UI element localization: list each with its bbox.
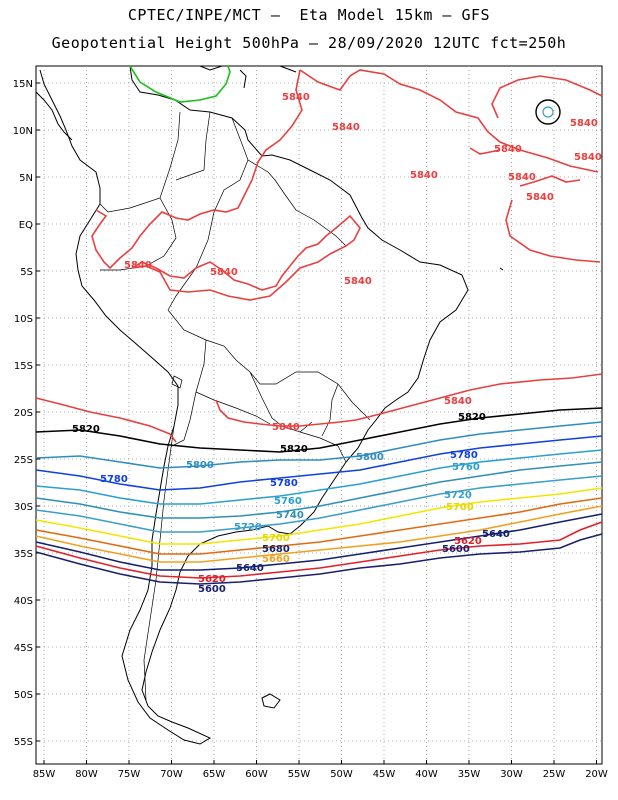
label-5840-south: 5840 bbox=[272, 422, 300, 433]
label-5760: 5760 bbox=[274, 496, 302, 507]
label-5780: 5780 bbox=[100, 474, 128, 485]
axis-ticks: 15N 10N 5N EQ 5S 10S 15S 20S 25S 30S 35S 40S 45S 50S 5… bbox=[13, 79, 608, 780]
lat-tick-label: 50S bbox=[14, 690, 33, 701]
label-5780: 5780 bbox=[270, 478, 298, 489]
label-5700: 5700 bbox=[262, 533, 290, 544]
lat-tick-label: 10N bbox=[13, 126, 33, 137]
contour-5640 bbox=[35, 513, 603, 571]
label-5840: 5840 bbox=[570, 118, 598, 129]
lat-tick-label: 15N bbox=[13, 79, 33, 90]
contour-5880-atlantic-high bbox=[535, 99, 561, 125]
label-5840: 5840 bbox=[508, 172, 536, 183]
label-5840: 5840 bbox=[124, 260, 152, 271]
chart-title: CPTEC/INPE/MCT – Eta Model 15km – GFS bbox=[127, 6, 491, 24]
label-5840: 5840 bbox=[332, 122, 360, 133]
contour-5840-north bbox=[91, 69, 599, 270]
label-5600: 5600 bbox=[442, 544, 470, 555]
contour-5620 bbox=[35, 521, 603, 579]
label-5840: 5840 bbox=[210, 267, 238, 278]
contour-5660 bbox=[35, 505, 603, 563]
lat-tick-label: 5N bbox=[19, 173, 33, 184]
lon-tick-label: 50W bbox=[330, 769, 353, 780]
contour-5900-atlantic-high bbox=[542, 106, 554, 118]
label-5680: 5680 bbox=[262, 544, 290, 555]
label-5820: 5820 bbox=[280, 444, 308, 455]
lon-tick-label: 80W bbox=[75, 769, 98, 780]
contour-5840-amazon bbox=[131, 214, 361, 301]
fernando-noronha bbox=[499, 267, 504, 271]
lon-tick-label: 65W bbox=[203, 769, 226, 780]
label-5820: 5820 bbox=[72, 424, 100, 435]
lon-tick-label: 25W bbox=[543, 769, 566, 780]
caribbean-islands bbox=[199, 65, 297, 89]
label-5840: 5840 bbox=[574, 152, 602, 163]
lon-tick-label: 75W bbox=[118, 769, 141, 780]
lon-tick-label: 70W bbox=[160, 769, 183, 780]
label-5640: 5640 bbox=[236, 563, 264, 574]
lat-tick-label: 35S bbox=[14, 549, 33, 560]
contour-5600 bbox=[35, 533, 603, 585]
label-5660: 5660 bbox=[262, 554, 290, 565]
contour-5720 bbox=[35, 475, 603, 533]
label-5640: 5640 bbox=[482, 529, 510, 540]
lon-tick-label: 45W bbox=[373, 769, 396, 780]
contour-5740 bbox=[35, 461, 603, 519]
contour-5820 bbox=[35, 407, 603, 453]
contour-5880 bbox=[129, 65, 231, 103]
contour-5800 bbox=[35, 421, 603, 469]
lon-tick-label: 55W bbox=[288, 769, 311, 780]
lon-tick-label: 60W bbox=[245, 769, 268, 780]
country-borders bbox=[99, 111, 371, 701]
lon-tick-label: 20W bbox=[585, 769, 608, 780]
label-5840: 5840 bbox=[494, 144, 522, 155]
label-5700: 5700 bbox=[446, 502, 474, 513]
contour-5700 bbox=[35, 487, 603, 545]
chart-subtitle: Geopotential Height 500hPa – 28/09/2020 … bbox=[51, 34, 567, 52]
lake-titicaca bbox=[171, 375, 183, 389]
contours bbox=[35, 65, 603, 585]
lat-lon-grid bbox=[36, 66, 602, 764]
label-5760: 5760 bbox=[452, 462, 480, 473]
label-5620: 5620 bbox=[198, 574, 226, 585]
label-5720: 5720 bbox=[234, 522, 262, 533]
label-5800: 5800 bbox=[186, 460, 214, 471]
label-5820: 5820 bbox=[458, 412, 486, 423]
label-5740: 5740 bbox=[276, 510, 304, 521]
label-5840: 5840 bbox=[344, 276, 372, 287]
contour-5680 bbox=[35, 497, 603, 555]
contour-5840-south bbox=[35, 373, 603, 443]
lon-tick-label: 35W bbox=[458, 769, 481, 780]
label-5840: 5840 bbox=[526, 192, 554, 203]
lat-tick-label: 10S bbox=[14, 314, 33, 325]
label-5600: 5600 bbox=[198, 584, 226, 595]
label-5720: 5720 bbox=[444, 490, 472, 501]
lon-tick-label: 85W bbox=[33, 769, 56, 780]
contour-labels: 5840 5840 5840 5840 5840 5840 5840 5840 … bbox=[72, 92, 602, 595]
contour-5760 bbox=[35, 449, 603, 505]
contour-5780 bbox=[35, 435, 603, 491]
label-5780: 5780 bbox=[450, 450, 478, 461]
lat-tick-label: 55S bbox=[14, 737, 33, 748]
lat-tick-label: 5S bbox=[20, 267, 33, 278]
lon-tick-label: 30W bbox=[500, 769, 523, 780]
label-5840-south: 5840 bbox=[444, 396, 472, 407]
south-america-coast bbox=[39, 65, 469, 745]
label-5800: 5800 bbox=[356, 452, 384, 463]
coastline bbox=[35, 65, 504, 745]
lat-tick-label: 25S bbox=[14, 455, 33, 466]
label-5840: 5840 bbox=[282, 92, 310, 103]
lat-tick-label: 45S bbox=[14, 643, 33, 654]
label-5840: 5840 bbox=[410, 170, 438, 181]
lon-tick-label: 40W bbox=[415, 769, 438, 780]
lat-tick-label: 40S bbox=[14, 596, 33, 607]
lat-tick-label: EQ bbox=[19, 220, 33, 231]
lat-tick-label: 20S bbox=[14, 408, 33, 419]
label-5620: 5620 bbox=[454, 536, 482, 547]
contour-5840-atlantic bbox=[469, 75, 603, 263]
falklands bbox=[261, 693, 281, 709]
central-america bbox=[35, 91, 73, 141]
lat-tick-label: 15S bbox=[14, 361, 33, 372]
lat-tick-label: 30S bbox=[14, 502, 33, 513]
